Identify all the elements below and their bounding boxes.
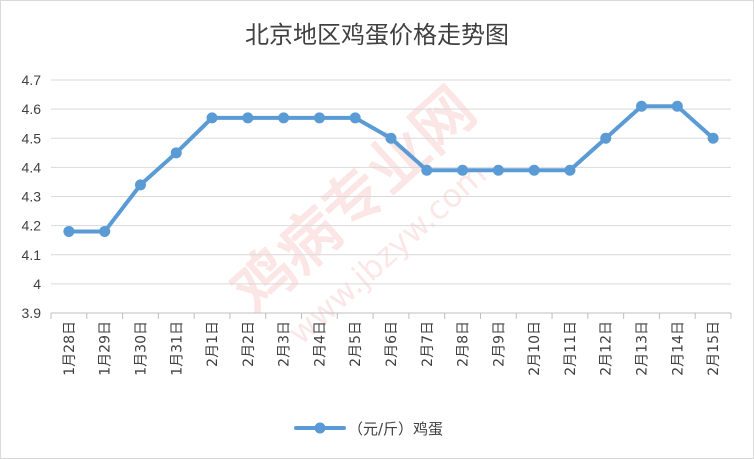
y-tick-label: 4.4: [22, 159, 42, 175]
data-point: [242, 112, 254, 124]
chart-title: 北京地区鸡蛋价格走势图: [245, 21, 509, 49]
x-tick-label: 2月5日: [348, 321, 364, 367]
data-point: [528, 164, 540, 176]
x-tick-label: 2月7日: [420, 321, 436, 367]
x-tick-label: 2月6日: [384, 321, 400, 367]
data-point: [671, 100, 683, 112]
data-point: [492, 164, 504, 176]
x-tick-label: 1月30日: [133, 321, 149, 376]
data-point: [170, 147, 182, 159]
series-layer: [63, 100, 719, 237]
data-point: [385, 132, 397, 144]
x-tick-label: 2月10日: [527, 321, 543, 376]
x-tick-label: 1月29日: [98, 321, 114, 376]
y-tick-label: 4: [33, 276, 41, 292]
data-point: [134, 179, 146, 191]
data-point: [206, 112, 218, 124]
y-tick-label: 4.7: [22, 72, 42, 88]
x-tick-label: 2月13日: [635, 321, 651, 376]
x-tick-label: 1月28日: [62, 321, 78, 376]
legend-marker: [314, 422, 326, 434]
x-tick-label: 2月12日: [599, 321, 615, 376]
x-tick-label: 1月31日: [169, 321, 185, 376]
x-tick-label: 2月11日: [563, 321, 579, 376]
legend: （元/斤）鸡蛋: [294, 420, 443, 438]
data-point: [278, 112, 290, 124]
x-tick-label: 2月4日: [312, 321, 328, 367]
x-tick-label: 2月8日: [456, 321, 472, 367]
y-axis: 3.9 4 4.1 4.2 4.3 4.4 4.5 4.6 4.7: [22, 72, 42, 321]
y-tick-label: 4.1: [22, 247, 42, 263]
x-tick-label: 2月1日: [205, 321, 221, 367]
data-point: [600, 132, 612, 144]
data-point: [564, 164, 576, 176]
data-point: [99, 225, 111, 237]
data-point: [349, 112, 361, 124]
x-tick-label: 2月14日: [670, 321, 686, 376]
x-tick-label: 2月2日: [241, 321, 257, 367]
x-tick-label: 2月3日: [277, 321, 293, 367]
data-point: [636, 100, 648, 112]
data-point: [313, 112, 325, 124]
x-tick-label: 2月9日: [491, 321, 507, 367]
y-tick-label: 4.2: [22, 218, 42, 234]
data-point: [457, 164, 469, 176]
x-tick-label: 2月15日: [706, 321, 722, 376]
data-point: [421, 164, 433, 176]
y-tick-label: 3.9: [22, 305, 42, 321]
data-point: [707, 132, 719, 144]
y-tick-label: 4.5: [22, 130, 42, 146]
y-tick-label: 4.6: [22, 101, 42, 117]
legend-label: （元/斤）鸡蛋: [348, 420, 443, 438]
x-axis: 1月28日 1月29日 1月30日 1月31日 2月1日 2月2日 2月3日 2月4日 2月5日…: [50, 313, 732, 376]
y-tick-label: 4.3: [22, 189, 42, 205]
data-point: [63, 225, 75, 237]
